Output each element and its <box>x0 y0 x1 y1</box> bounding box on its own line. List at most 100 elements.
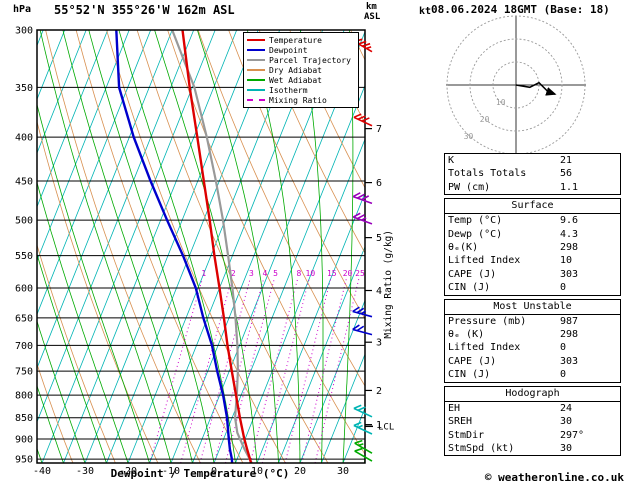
table-row: Lifted Index 10 <box>445 254 620 267</box>
mixing-ratio-value-label: 10 <box>306 269 316 278</box>
legend-line-swatch <box>247 59 265 61</box>
panel-section: Most Unstable Pressure (mb) 987 θₑ (K) 298 Li… <box>444 298 621 383</box>
stat-label: K <box>448 155 455 166</box>
table-row: Totals Totals 56 <box>445 167 620 180</box>
legend-entry: Parcel Trajectory <box>247 55 355 65</box>
stat-value: 987 <box>560 315 579 327</box>
legend-label: Parcel Trajectory <box>269 55 351 65</box>
temperature-tick-label: 30 <box>337 466 349 477</box>
stat-value: 4.3 <box>560 228 579 240</box>
run-datetime: 08.06.2024 18GMT (Base: 18) <box>431 3 610 16</box>
legend-line-swatch <box>247 39 265 41</box>
plot-border <box>36 29 366 464</box>
stat-value: 10 <box>560 255 573 267</box>
legend-entry: Isotherm <box>247 85 355 95</box>
dewpoint-curve <box>115 30 234 463</box>
hodograph-trace <box>515 81 557 96</box>
mixing-ratio-line <box>149 278 203 463</box>
table-row: Pressure (mb) 987 <box>445 315 620 328</box>
lcl-label: LCL <box>378 422 394 432</box>
stat-value: 0 <box>560 282 567 294</box>
stat-label: CAPE (J) <box>448 355 497 367</box>
stat-value: 303 <box>560 268 579 280</box>
stat-value: 24 <box>560 402 573 414</box>
stat-value: 0 <box>560 342 567 354</box>
legend-label: Dry Adiabat <box>269 65 322 75</box>
isotherm-line <box>256 191 365 463</box>
temperature-tick-label: 10 <box>251 466 263 477</box>
table-row: CIN (J) 0 <box>445 281 620 294</box>
hodograph: 10 20 30 <box>446 15 586 155</box>
table-row: Temp (°C) 9.6 <box>445 214 620 227</box>
stat-value: 303 <box>560 355 579 367</box>
isotherm-line <box>278 245 365 463</box>
pressure-axis-unit-label: hPa <box>13 4 32 15</box>
table-row: Dewp (°C) 4.3 <box>445 228 620 241</box>
legend-entry: Dry Adiabat <box>247 65 355 75</box>
km-tick-label: 1 <box>376 420 382 431</box>
mixing-ratio-value-label: 3 <box>249 269 254 278</box>
mixing-ratio-line <box>180 278 233 463</box>
asl-axis-unit-label: ASL <box>364 12 381 22</box>
mixing-ratio-value-label: 1 <box>201 269 206 278</box>
km-tick-label: 5 <box>376 233 382 244</box>
legend-line-swatch <box>247 79 265 81</box>
temperature-tick-label: -10 <box>162 466 180 477</box>
legend-line-swatch <box>247 89 265 91</box>
pressure-tick-label: 650 <box>15 313 33 324</box>
wind-barb <box>352 324 373 336</box>
hodograph-ring-label: 20 <box>480 115 490 124</box>
isotherm-line <box>37 30 195 423</box>
legend-label: Wet Adiabat <box>269 75 322 85</box>
wind-barb <box>352 306 373 318</box>
wind-barb <box>352 192 373 205</box>
pressure-tick-label: 350 <box>15 83 33 94</box>
pressure-tick-label: 450 <box>15 176 33 187</box>
mixing-ratio-axis-title: Mixing Ratio (g/kg) <box>383 230 394 339</box>
mixing-ratio-lines: 1 2 3 4 5 8 10 15 20 25 <box>149 269 365 463</box>
km-tick-label: 7 <box>376 124 382 135</box>
stat-label: θₑ(K) <box>448 242 479 254</box>
stat-value: 0 <box>560 369 567 381</box>
mixing-ratio-value-label: 8 <box>296 269 301 278</box>
hodograph-ring <box>469 38 563 132</box>
pressure-tick-label: 850 <box>15 413 33 424</box>
pressure-tick-label: 300 <box>15 26 33 37</box>
mixing-ratio-value-label: 20 <box>343 269 353 278</box>
mixing-ratio-value-label: 2 <box>231 269 236 278</box>
section-header: Hodograph <box>445 387 620 402</box>
pressure-tick-label: 900 <box>15 434 33 445</box>
mixing-ratio-value-label: 25 <box>355 269 365 278</box>
hodograph-ring <box>492 61 540 109</box>
temperature-tick-label: -40 <box>33 466 51 477</box>
stat-label: EH <box>448 402 461 414</box>
stat-label: Totals Totals <box>448 168 527 180</box>
isotherm-line <box>321 353 365 463</box>
isotherm-line <box>37 30 109 208</box>
mixing-ratio-value-label: 15 <box>327 269 337 278</box>
stat-label: Lifted Index <box>448 342 521 354</box>
dry-adiabat-line <box>258 30 365 254</box>
table-row: PW (cm) 1.1 <box>445 181 620 194</box>
legend-entry: Wet Adiabat <box>247 75 355 85</box>
wind-barb <box>354 439 373 454</box>
station-coordinates: 55°52'N 355°26'W 162m ASL <box>54 3 235 17</box>
legend-label: Dewpoint <box>269 45 308 55</box>
stat-label: θₑ (K) <box>448 329 485 341</box>
stat-label: StmDir <box>448 429 485 441</box>
stat-value: 297° <box>560 429 585 441</box>
legend-line-swatch <box>247 49 265 51</box>
km-tick-label: 6 <box>376 178 382 189</box>
legend-entry: Mixing Ratio <box>247 95 355 105</box>
isotherm-line <box>299 299 365 463</box>
stat-label: SREH <box>448 416 473 428</box>
wet-adiabat-line <box>118 30 236 463</box>
mixing-ratio-value-label: 5 <box>273 269 278 278</box>
legend-line-swatch <box>247 99 265 101</box>
copyright-text: © weatheronline.co.uk <box>484 471 624 484</box>
table-row: CAPE (J) 303 <box>445 268 620 281</box>
wind-barb-column <box>352 38 373 462</box>
legend-entry: Dewpoint <box>247 45 355 55</box>
isotherm-line <box>37 30 130 262</box>
